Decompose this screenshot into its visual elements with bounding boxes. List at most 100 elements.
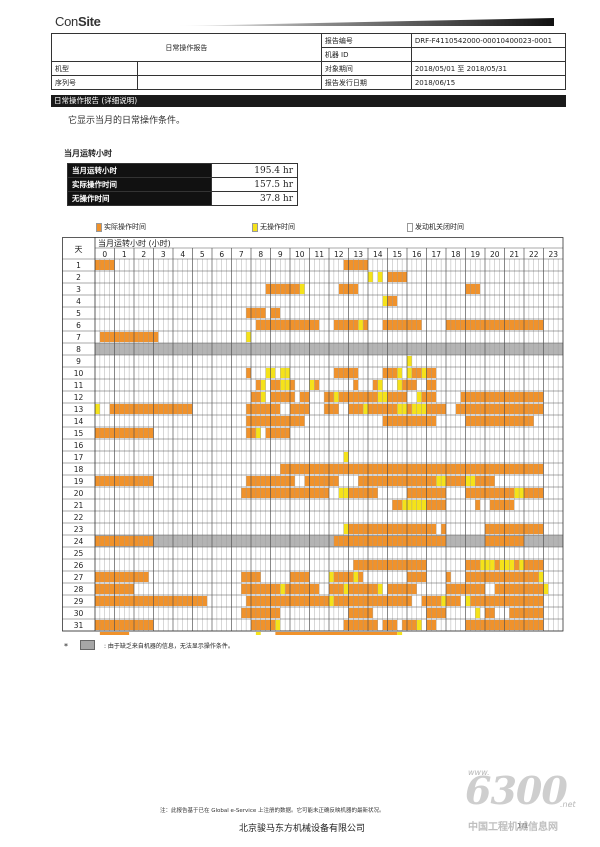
legend-actual: 实际操作时间 <box>96 222 146 232</box>
idle-bar-day-12-3 <box>416 392 422 402</box>
idle-bar-day-12-0 <box>260 392 266 402</box>
actual-bar-day-undefined-1 <box>275 632 398 635</box>
actual-bar-day-12-6 <box>421 392 437 402</box>
actual-bar-day-11-5 <box>372 380 378 390</box>
report-type-label: 日常操作报告 <box>51 33 322 62</box>
hour-label-1: 1 <box>122 250 127 259</box>
actual-bar-day-29-1 <box>246 596 329 606</box>
day-label-8: 8 <box>76 345 81 354</box>
idle-bar-day-11-3 <box>377 380 383 390</box>
actual-bar-day-28-2 <box>285 584 320 594</box>
actual-bar-day-undefined-0 <box>99 632 130 635</box>
actual-bar-day-14-1 <box>382 416 437 426</box>
section-title: 日常操作报告 (详细说明) <box>51 95 566 107</box>
day-label-1: 1 <box>76 261 81 270</box>
idle-bar-day-4-0 <box>382 296 388 306</box>
idle-bar-day-21-0 <box>402 500 427 510</box>
day-label-6: 6 <box>76 321 81 330</box>
idle-bar-day-26-2 <box>519 560 524 570</box>
model-value <box>137 61 322 76</box>
disclaimer-note: 注：此报告基于已在 Global e-Service 上注册的数据。它可能未正确… <box>160 808 385 814</box>
idle-bar-day-2-1 <box>377 272 383 282</box>
actual-bar-day-30-4 <box>509 608 544 618</box>
idle-hours-value: 37.8 hr <box>211 191 298 206</box>
actual-bar-day-15-2 <box>265 428 290 438</box>
hour-label-18: 18 <box>451 250 461 259</box>
actual-bar-day-11-2 <box>290 380 295 390</box>
hour-label-22: 22 <box>529 250 539 259</box>
report-number-label: 报告编号 <box>320 33 412 48</box>
machine-id-label: 机器 ID <box>320 47 412 62</box>
day-label-10: 10 <box>74 369 84 378</box>
idle-bar-day-30-0 <box>475 608 481 618</box>
hour-label-3: 3 <box>161 250 166 259</box>
actual-bar-day-30-1 <box>348 608 373 618</box>
day-label-24: 24 <box>74 537 84 546</box>
day-label-5: 5 <box>76 309 81 318</box>
idle-bar-day-27-2 <box>538 572 544 582</box>
hour-label-19: 19 <box>470 250 480 259</box>
hour-label-21: 21 <box>509 250 519 259</box>
hour-label-8: 8 <box>258 250 263 259</box>
idle-bar-day-2-0 <box>368 272 373 282</box>
actual-bar-day-10-0 <box>246 368 251 378</box>
idle-bar-day-undefined-0 <box>255 632 261 635</box>
day-column-header: 天 <box>75 245 83 254</box>
actual-bar-day-13-3 <box>324 404 339 414</box>
total-hours-value: 195.4 hr <box>211 163 298 178</box>
day-label-21: 21 <box>74 501 84 510</box>
hours-header: 当月运转小时 (小时) <box>98 238 171 248</box>
footnote-text: : 由于缺乏来自机器的信息，无法显示操作条件。 <box>104 643 234 650</box>
day-label-14: 14 <box>74 417 84 426</box>
hour-label-2: 2 <box>141 250 146 259</box>
idle-bar-day-13-3 <box>411 404 427 414</box>
watermark-www: www. <box>468 768 490 777</box>
actual-bar-day-23-1 <box>441 524 446 534</box>
idle-bar-day-11-0 <box>260 380 266 390</box>
actual-bar-day-29-4 <box>446 596 461 606</box>
day-label-20: 20 <box>74 489 84 498</box>
idle-bar-day-10-3 <box>407 368 412 378</box>
idle-bar-day-11-4 <box>397 380 403 390</box>
day-label-11: 11 <box>74 381 84 390</box>
day-label-23: 23 <box>74 525 84 534</box>
actual-bar-day-6-2 <box>363 320 368 330</box>
actual-bar-day-3-0 <box>265 284 300 294</box>
consite-logo: ConSite <box>55 14 101 29</box>
actual-bar-day-12-1 <box>270 392 295 402</box>
actual-bar-day-19-2 <box>304 476 339 486</box>
actual-bar-day-21-2 <box>475 500 481 510</box>
day-label-3: 3 <box>76 285 81 294</box>
page-number: 1/1 <box>517 822 529 830</box>
day-label-25: 25 <box>74 549 84 558</box>
hour-label-10: 10 <box>295 250 305 259</box>
company-name: 北京骏马东方机械设备有限公司 <box>239 824 366 834</box>
legend-off-label: 发动机关闭时间 <box>415 223 464 231</box>
idle-bar-day-28-1 <box>343 584 349 594</box>
serial-value <box>137 75 322 90</box>
idle-bar-day-28-3 <box>543 584 549 594</box>
watermark-number: 6300 <box>465 768 568 813</box>
day-label-22: 22 <box>74 513 84 522</box>
machine-id-value <box>410 47 567 62</box>
hour-label-12: 12 <box>334 250 344 259</box>
day-label-4: 4 <box>76 297 81 306</box>
day-label-19: 19 <box>74 477 84 486</box>
idle-bar-day-6-0 <box>358 320 364 330</box>
idle-bar-day-26-0 <box>480 560 495 570</box>
idle-bar-day-10-2 <box>397 368 403 378</box>
idle-bar-day-3-0 <box>299 284 305 294</box>
day-label-2: 2 <box>76 273 81 282</box>
actual-bar-day-11-0 <box>255 380 261 390</box>
idle-bar-day-12-1 <box>333 392 339 402</box>
idle-bar-day-27-1 <box>353 572 359 582</box>
idle-bar-day-26-1 <box>499 560 515 570</box>
actual-bar-day-10-1 <box>333 368 359 378</box>
legend-idle-label: 无操作时间 <box>260 223 295 231</box>
report-header-table: 日常操作报告 报告编号 DRF-F4110542000-00010400023-… <box>51 33 567 90</box>
idle-bar-day-13-1 <box>363 404 368 414</box>
grid-frame <box>62 237 564 632</box>
hour-label-6: 6 <box>219 250 224 259</box>
footnote-no-data-swatch <box>80 640 95 650</box>
actual-bar-day-24-1 <box>333 536 446 546</box>
